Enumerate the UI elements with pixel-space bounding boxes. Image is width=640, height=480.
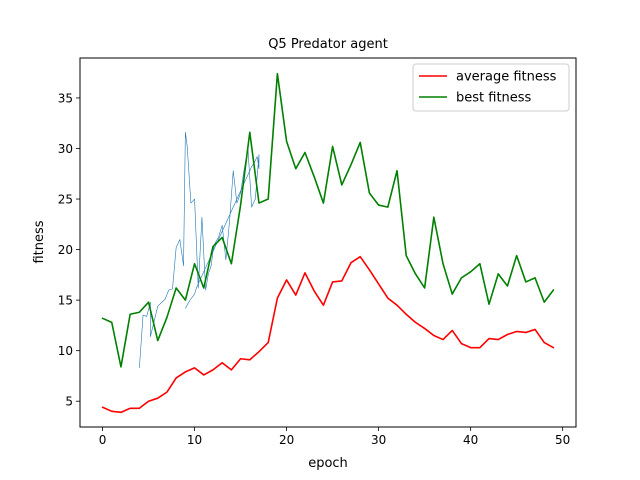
x-tick-label: 20 xyxy=(279,433,294,447)
plot-area xyxy=(101,72,555,414)
x-tick-label: 50 xyxy=(555,433,570,447)
y-axis-label: fitness xyxy=(32,220,47,263)
x-tick-label: 0 xyxy=(99,433,107,447)
y-tick-label: 35 xyxy=(58,91,73,105)
best-fitness-line xyxy=(101,72,555,368)
x-tick-label: 30 xyxy=(371,433,386,447)
legend-label-average-fitness: average fitness xyxy=(456,70,557,85)
legend-label-best-fitness: best fitness xyxy=(456,91,532,106)
y-tick-label: 20 xyxy=(58,243,73,257)
x-axis: 0 10 20 30 40 50 xyxy=(99,427,570,447)
axes-frame xyxy=(79,57,577,428)
y-tick-label: 10 xyxy=(58,344,73,358)
y-tick-label: 30 xyxy=(58,142,73,156)
x-tick-label: 40 xyxy=(463,433,478,447)
y-tick-label: 5 xyxy=(65,395,73,409)
y-axis: 5 10 15 20 25 30 35 xyxy=(58,91,80,409)
legend: average fitness best fitness xyxy=(412,63,570,112)
y-tick-label: 25 xyxy=(58,193,73,207)
x-axis-label: epoch xyxy=(308,456,348,471)
average-fitness-line xyxy=(101,255,555,414)
y-tick-label: 15 xyxy=(58,294,73,308)
x-tick-label: 10 xyxy=(187,433,202,447)
legend-box xyxy=(412,63,570,112)
chart-title: Q5 Predator agent xyxy=(268,37,388,52)
